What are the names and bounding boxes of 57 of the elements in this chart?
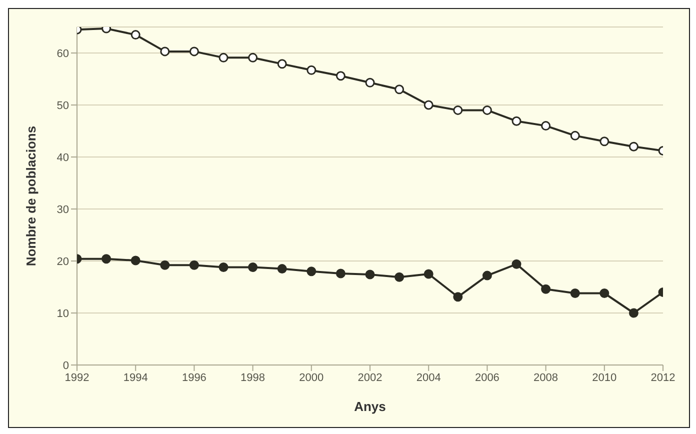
point	[218, 262, 228, 272]
point	[541, 284, 551, 294]
x-tick-label: 2008	[534, 372, 558, 384]
point	[394, 84, 404, 94]
point	[336, 71, 346, 81]
point	[160, 46, 170, 56]
point	[482, 270, 492, 280]
point	[600, 288, 610, 298]
point	[102, 254, 112, 264]
x-tick-label: 2004	[416, 372, 441, 384]
y-tick-label: 20	[56, 256, 69, 268]
point	[570, 130, 580, 140]
point	[189, 260, 199, 270]
point	[512, 259, 522, 269]
point	[600, 136, 610, 146]
y-tick-label: 60	[56, 48, 69, 60]
x-tick-label: 2000	[299, 372, 324, 384]
point	[306, 65, 316, 75]
x-tick-label: 1998	[240, 372, 266, 384]
point	[541, 121, 551, 131]
point	[512, 116, 522, 126]
point	[189, 46, 199, 56]
point	[336, 268, 346, 278]
y-tick-label: 10	[56, 308, 69, 320]
point	[453, 105, 463, 115]
point	[453, 292, 463, 302]
point	[306, 266, 316, 276]
point	[482, 105, 492, 115]
point	[424, 269, 434, 279]
point	[365, 270, 375, 280]
point	[394, 272, 404, 282]
x-tick-label: 2012	[650, 372, 676, 384]
point	[130, 30, 140, 40]
point	[570, 288, 580, 298]
point	[628, 142, 638, 152]
point	[248, 52, 258, 62]
point	[365, 78, 375, 88]
y-tick-label: 40	[56, 152, 69, 164]
point	[277, 59, 287, 69]
point	[160, 260, 170, 270]
x-tick-label: 1996	[182, 372, 206, 384]
x-tick-label: 2010	[592, 372, 617, 384]
x-tick-label: 1992	[64, 372, 90, 384]
point	[277, 264, 287, 274]
x-tick-label: 2002	[358, 372, 382, 384]
y-axis-title: Nombre de poblacions	[24, 126, 39, 266]
y-tick-label: 50	[56, 100, 69, 112]
y-tick-label: 0	[62, 360, 69, 372]
point	[628, 308, 638, 318]
point	[424, 100, 434, 110]
point	[130, 256, 140, 266]
y-tick-label: 30	[56, 204, 69, 216]
x-tick-label: 1994	[123, 372, 148, 384]
point	[248, 262, 258, 272]
x-axis-title: Anys	[354, 399, 386, 414]
x-tick-label: 2006	[474, 372, 500, 384]
point	[218, 52, 228, 62]
